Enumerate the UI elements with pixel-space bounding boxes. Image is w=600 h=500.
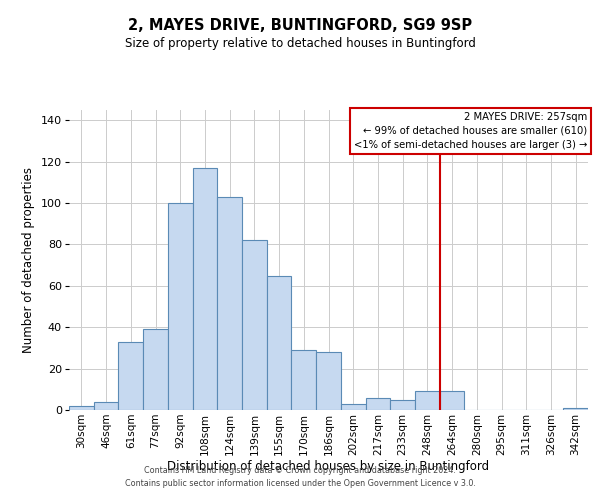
Bar — [242, 240, 267, 410]
Bar — [168, 203, 193, 410]
Bar — [563, 408, 588, 410]
Bar — [415, 392, 440, 410]
Bar — [440, 392, 464, 410]
Bar — [94, 402, 118, 410]
Text: 2, MAYES DRIVE, BUNTINGFORD, SG9 9SP: 2, MAYES DRIVE, BUNTINGFORD, SG9 9SP — [128, 18, 472, 32]
Bar — [292, 350, 316, 410]
Text: 2 MAYES DRIVE: 257sqm
← 99% of detached houses are smaller (610)
<1% of semi-det: 2 MAYES DRIVE: 257sqm ← 99% of detached … — [353, 112, 587, 150]
Text: Size of property relative to detached houses in Buntingford: Size of property relative to detached ho… — [125, 38, 475, 51]
Bar — [365, 398, 390, 410]
Bar — [69, 406, 94, 410]
Bar — [390, 400, 415, 410]
Bar — [316, 352, 341, 410]
Bar — [118, 342, 143, 410]
Text: Contains HM Land Registry data © Crown copyright and database right 2024.
Contai: Contains HM Land Registry data © Crown c… — [125, 466, 475, 487]
Y-axis label: Number of detached properties: Number of detached properties — [22, 167, 35, 353]
X-axis label: Distribution of detached houses by size in Buntingford: Distribution of detached houses by size … — [167, 460, 490, 473]
Bar — [217, 197, 242, 410]
Bar — [193, 168, 217, 410]
Bar — [143, 330, 168, 410]
Bar — [267, 276, 292, 410]
Bar — [341, 404, 365, 410]
